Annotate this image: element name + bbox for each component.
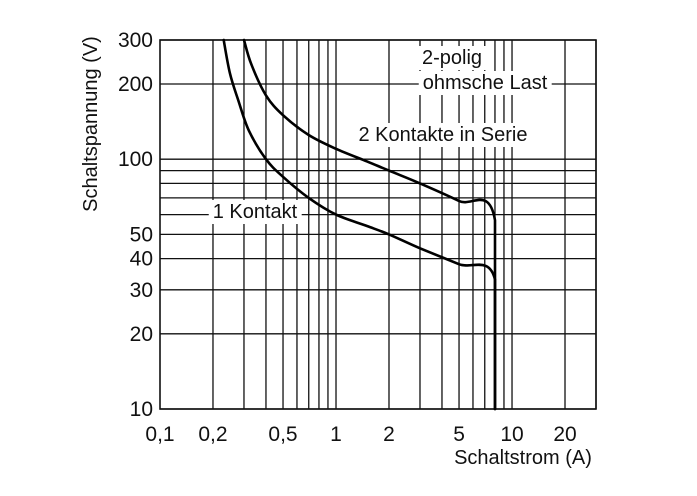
x-tick-label: 0,5 xyxy=(268,423,297,446)
grid-lines xyxy=(160,39,597,410)
curves xyxy=(222,38,497,411)
y-tick-label: 40 xyxy=(130,248,153,271)
label-series-1: 1 Kontakt xyxy=(208,200,302,224)
y-tick-label: 100 xyxy=(118,148,153,171)
x-tick-label: 2 xyxy=(383,423,395,446)
y-tick-label: 200 xyxy=(118,73,153,96)
annotation-line-1: 2-polig xyxy=(417,46,487,70)
y-tick-label: 50 xyxy=(130,223,153,246)
x-axis-title: Schaltstrom (A) xyxy=(454,447,592,469)
x-tick-label: 0,1 xyxy=(145,423,174,446)
label-series-1-background xyxy=(208,200,302,224)
y-axis-title: Schaltspannung (V) xyxy=(80,36,102,212)
annotation-line-2-background xyxy=(418,71,552,95)
y-tick-label: 300 xyxy=(118,29,153,52)
x-tick-label: 5 xyxy=(453,423,465,446)
x-tick-label: 0,2 xyxy=(198,423,227,446)
x-tick-label: 1 xyxy=(330,423,342,446)
y-tick-label: 20 xyxy=(130,323,153,346)
annotation-line-2-text: ohmsche Last xyxy=(423,72,548,94)
y-tick-label: 10 xyxy=(130,398,153,421)
series-line-2 xyxy=(242,38,497,411)
annotation-line-1-background xyxy=(417,46,487,70)
annotation-line-2: ohmsche Last xyxy=(418,71,552,95)
plot-frame xyxy=(159,39,597,410)
label-series-2-background xyxy=(354,123,532,147)
x-tick-label: 10 xyxy=(500,423,523,446)
x-tick-label: 20 xyxy=(553,423,576,446)
label-series-1-text: 1 Kontakt xyxy=(213,201,298,223)
series-line-1 xyxy=(222,38,497,411)
annotation-line-1-text: 2-polig xyxy=(422,47,482,69)
y-tick-label: 30 xyxy=(130,279,153,302)
labels: 1 Kontakt 2 Kontakte in Serie 2-polig ohmsc… xyxy=(208,46,552,224)
label-series-2-text: 2 Kontakte in Serie xyxy=(359,124,528,146)
label-series-2: 2 Kontakte in Serie xyxy=(354,123,532,147)
